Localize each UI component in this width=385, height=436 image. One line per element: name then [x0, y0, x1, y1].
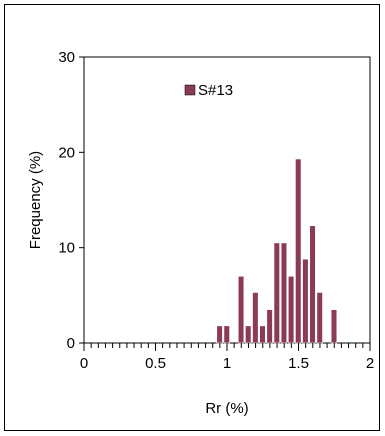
legend: S#13	[184, 82, 233, 99]
histogram-bar	[309, 225, 316, 344]
plot-area	[83, 56, 371, 344]
histogram-bar	[287, 275, 295, 344]
x-tick-label: 1	[223, 355, 231, 372]
y-axis-title: Frequency (%)	[27, 151, 44, 249]
x-axis-title: Rr (%)	[205, 400, 248, 417]
y-tick-label: 30	[58, 49, 75, 66]
histogram-bar	[223, 325, 230, 344]
figure-frame	[4, 4, 380, 431]
histogram-bar	[245, 325, 252, 344]
histogram-bar	[295, 158, 302, 344]
x-tick-label: 2	[366, 355, 374, 372]
histogram-bar	[302, 258, 309, 344]
x-tick-label: 1.5	[288, 355, 309, 372]
histogram-bar	[266, 309, 273, 344]
y-tick-label: 0	[67, 335, 75, 352]
histogram-bar	[252, 292, 259, 344]
histogram-bar	[259, 325, 266, 344]
legend-label: S#13	[198, 82, 233, 99]
histogram-bar	[216, 325, 223, 344]
legend-swatch	[184, 84, 196, 96]
axes: 0 10 20 30 0 0.5 1 1.5 2	[58, 49, 374, 372]
plot-frame	[83, 56, 371, 344]
histogram-bar	[316, 292, 323, 344]
x-tick-label: 0	[80, 355, 88, 372]
y-tick-label: 10	[58, 240, 75, 257]
histogram-bar	[330, 309, 338, 344]
histogram-bar	[273, 242, 280, 344]
x-tick-label: 0.5	[145, 355, 166, 372]
histogram-bar	[280, 242, 288, 344]
histogram-bar	[237, 275, 245, 344]
y-tick-label: 20	[58, 144, 75, 161]
